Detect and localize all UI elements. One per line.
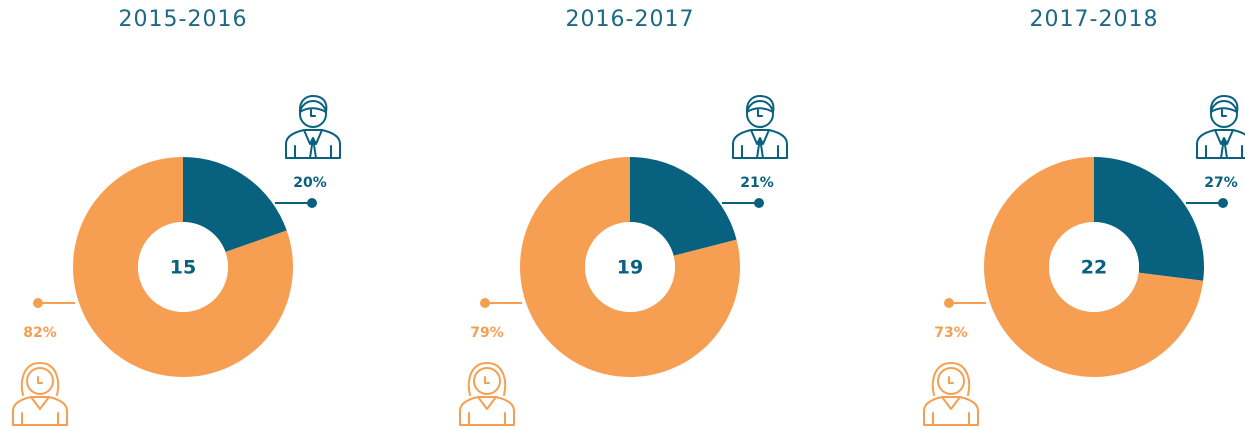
icon-clock	[37, 376, 43, 384]
icon-head	[746, 100, 774, 128]
donut-slice	[1094, 157, 1204, 281]
chart-title: 2017-2018	[1030, 7, 1159, 32]
donut-slice	[519, 156, 740, 377]
icon-hair	[1209, 95, 1239, 113]
center-label: 22	[1081, 257, 1107, 279]
male-icon	[285, 95, 341, 159]
value-label: 27%	[1204, 175, 1238, 191]
icon-hair	[298, 95, 328, 113]
icon-collar	[294, 129, 332, 159]
icon-hair	[931, 362, 971, 396]
value-label: 73%	[934, 325, 968, 341]
icon-collar	[21, 396, 59, 426]
leader-dot	[480, 298, 490, 308]
icon-hair	[467, 362, 507, 396]
donut-slice	[630, 157, 737, 256]
icon-clock	[757, 109, 763, 117]
icon-head	[473, 367, 501, 395]
donut-hole	[1049, 222, 1139, 312]
female-icon	[459, 362, 515, 426]
icon-head	[937, 367, 965, 395]
icon-hair	[20, 362, 60, 396]
leader-dot	[1218, 198, 1228, 208]
icon-clock	[310, 109, 316, 117]
icon-clock	[1221, 109, 1227, 117]
donut-slice	[183, 157, 287, 253]
icon-head	[1210, 100, 1238, 128]
icon-collar	[741, 129, 779, 159]
value-label: 82%	[23, 325, 57, 341]
value-label: 21%	[740, 175, 774, 191]
female-icon	[923, 362, 979, 426]
center-label: 19	[617, 257, 643, 279]
icon-hair	[745, 95, 775, 113]
donut-hole	[138, 222, 228, 312]
male-icon	[1196, 95, 1245, 159]
chart-title: 2016-2017	[566, 7, 695, 32]
donut-slice	[72, 156, 294, 377]
chart-title: 2015-2016	[119, 7, 248, 32]
icon-head	[299, 100, 327, 128]
leader-dot	[307, 198, 317, 208]
value-label: 20%	[293, 175, 327, 191]
icon-clock	[484, 376, 490, 384]
donut-hole	[585, 222, 675, 312]
value-label: 79%	[470, 325, 504, 341]
center-label: 15	[170, 257, 196, 279]
female-icon	[12, 362, 68, 426]
donut-slice	[983, 157, 1204, 377]
icon-collar	[932, 396, 970, 426]
icon-clock	[948, 376, 954, 384]
leader-dot	[754, 198, 764, 208]
leader-dot	[944, 298, 954, 308]
icon-collar	[1205, 129, 1243, 159]
icon-collar	[468, 396, 506, 426]
icon-head	[26, 367, 54, 395]
leader-dot	[33, 298, 43, 308]
male-icon	[732, 95, 788, 159]
